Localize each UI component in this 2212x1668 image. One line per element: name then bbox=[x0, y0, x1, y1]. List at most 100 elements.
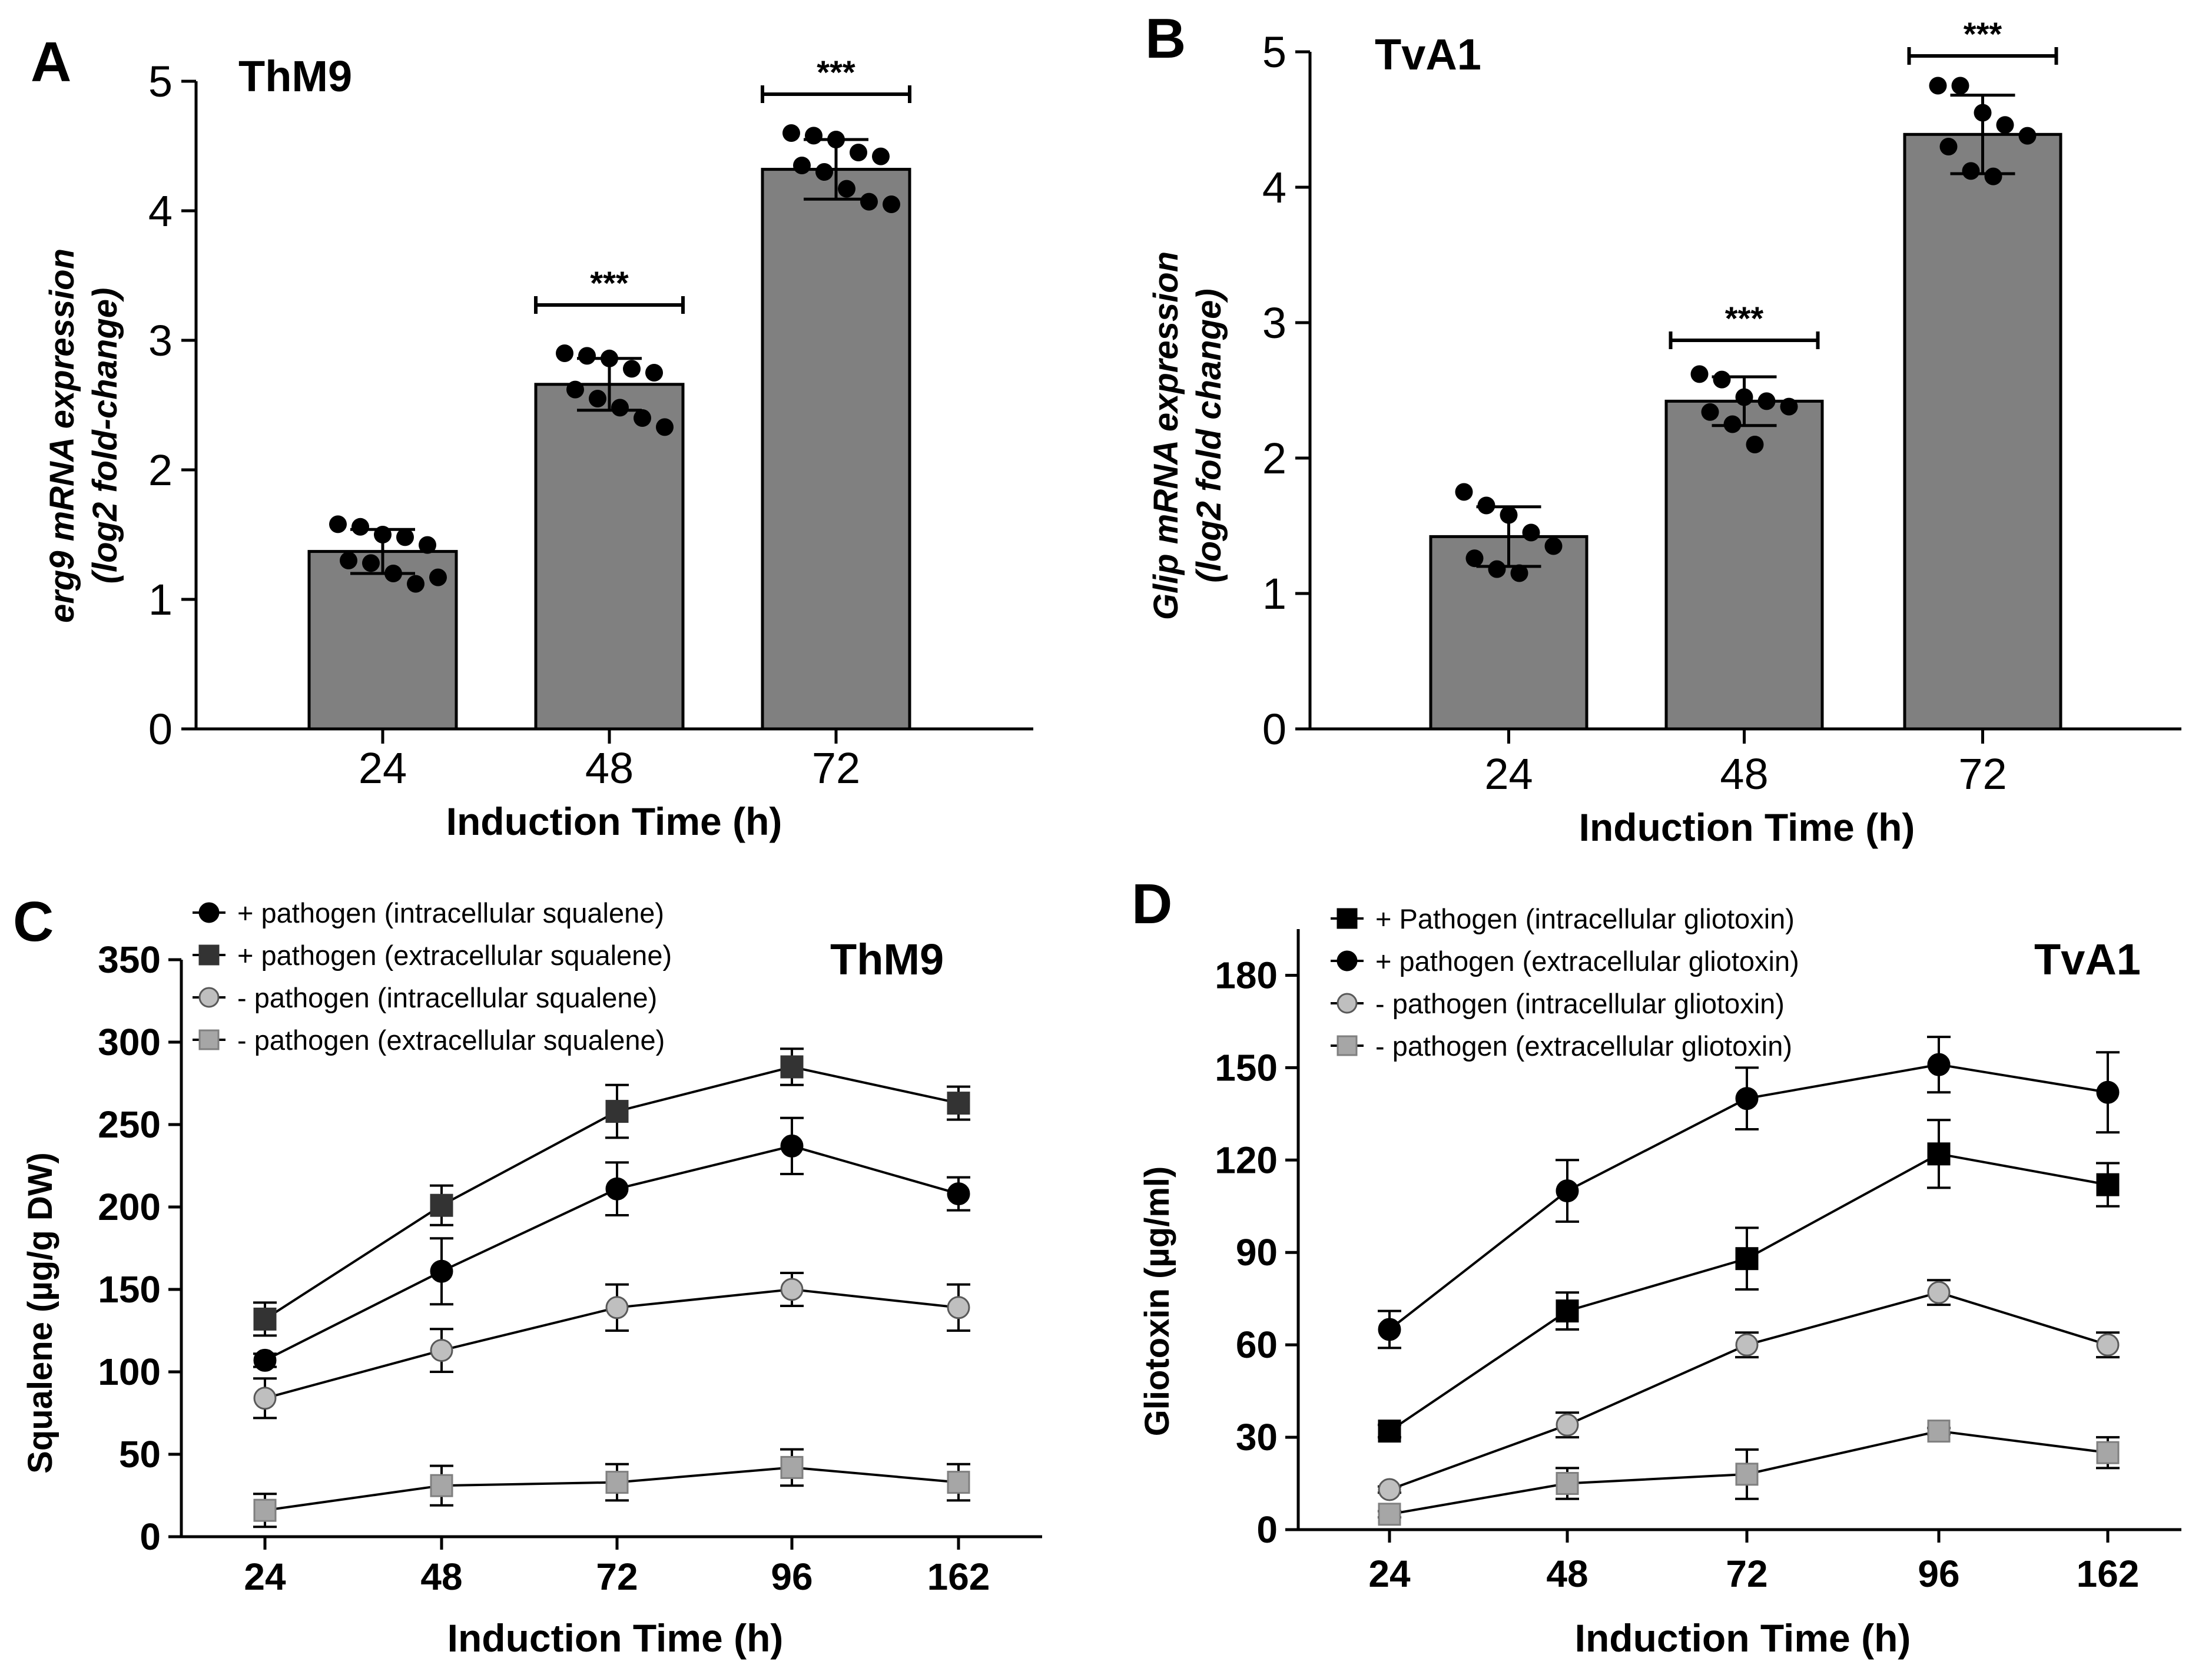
panel-c-y-tick-label: 250 bbox=[98, 1103, 161, 1146]
panel-b-data-point bbox=[1701, 403, 1719, 421]
panel-b-data-point bbox=[1488, 560, 1506, 578]
panel-d-series-line bbox=[1388, 1152, 2108, 1432]
panel-b: 0 1 2 3 4 5 24 48 72 *** *** TvA1 Induction Time … bbox=[1147, 15, 2181, 849]
panel-c-data-point bbox=[605, 1100, 629, 1123]
panel-d-data-point bbox=[1927, 1142, 1951, 1166]
panel-c-legend-label: - pathogen (intracellular squalene) bbox=[237, 982, 657, 1013]
panel-d-y-tick-label: 60 bbox=[1236, 1324, 1278, 1366]
panel-a-data-point bbox=[827, 131, 845, 148]
panel-c-data-point bbox=[253, 1348, 277, 1372]
panel-d-x-axis-label: Induction Time (h) bbox=[1575, 1616, 1911, 1660]
panel-a-axes: 0 1 2 3 4 5 24 48 72 bbox=[148, 57, 1033, 792]
panel-b-data-point bbox=[1723, 415, 1742, 433]
panel-b-bar bbox=[1664, 399, 1824, 731]
panel-c-data-point bbox=[605, 1296, 629, 1319]
panel-d-y-tick-label: 180 bbox=[1215, 954, 1278, 996]
panel-b-data-point bbox=[1974, 104, 1992, 122]
panel-d-x-tick-label: 162 bbox=[2077, 1553, 2140, 1595]
panel-c-x-tick-label: 24 bbox=[244, 1556, 286, 1598]
panel-c-y-tick-label: 150 bbox=[98, 1268, 161, 1311]
panel-b-data-point bbox=[1746, 436, 1764, 453]
panel-a-data-point bbox=[429, 568, 447, 586]
panel-a-y-tick-label: 5 bbox=[148, 57, 173, 106]
panel-a-data-point bbox=[611, 399, 629, 417]
panel-d-data-point bbox=[1378, 1318, 1401, 1341]
panel-d-legend-marker bbox=[1337, 950, 1358, 971]
panel-c-legend-marker bbox=[198, 944, 220, 966]
panel-c-legend-label: + pathogen (extracellular squalene) bbox=[237, 940, 672, 971]
panel-d-data-point bbox=[1556, 1179, 1579, 1203]
panel-d-axes: 0 30 60 90 120 150 180 24 48 72 96 162 bbox=[1215, 929, 2181, 1595]
panel-d-data-point bbox=[1378, 1478, 1401, 1501]
panel-d-y-tick-label: 0 bbox=[1256, 1508, 1278, 1551]
panel-a-data-point bbox=[805, 127, 823, 145]
panel-c-title: ThM9 bbox=[830, 935, 944, 984]
panel-d-data-point bbox=[1735, 1333, 1759, 1357]
panel-c-x-axis-label: Induction Time (h) bbox=[447, 1616, 784, 1660]
panel-b-y-tick-label: 5 bbox=[1262, 28, 1286, 77]
panel-d-data-point bbox=[1735, 1463, 1759, 1486]
panel-d-x-tick-label: 72 bbox=[1726, 1553, 1767, 1595]
panel-a-data-point bbox=[396, 528, 414, 546]
panel-d-data-point bbox=[1735, 1087, 1759, 1110]
panel-a-data-point bbox=[793, 157, 811, 174]
panel-a-data-point bbox=[566, 380, 584, 399]
panel-c-legend: + pathogen (intracellular squalene) + pat… bbox=[193, 897, 672, 1056]
panel-letter-d: D bbox=[1132, 873, 1172, 936]
panel-c-data-point bbox=[430, 1474, 453, 1497]
panel-b-data-point bbox=[1690, 365, 1709, 383]
panel-a-data-point bbox=[623, 360, 641, 378]
panel-d-data-point bbox=[1556, 1472, 1579, 1495]
panel-b-data-point bbox=[1465, 549, 1484, 568]
panel-d-data-point bbox=[1927, 1053, 1951, 1076]
panel-c-data-point bbox=[253, 1387, 277, 1410]
panel-c-axes: 0 50 100 150 200 250 300 350 24 48 72 96 162 bbox=[98, 939, 1042, 1598]
panel-d-y-tick-label: 150 bbox=[1215, 1046, 1278, 1089]
panel-c-y-axis-label: Squalene (µg/g DW) bbox=[21, 1152, 59, 1474]
panel-a-data-point bbox=[362, 554, 380, 572]
panel-b-sig-label: *** bbox=[1725, 300, 1764, 337]
panel-c-y-tick-label: 200 bbox=[98, 1186, 161, 1228]
panel-a-y-axis-label-line-2: (log2 fold-change) bbox=[86, 288, 124, 584]
panel-c: 0 50 100 150 200 250 300 350 24 48 72 96 162 + patho… bbox=[21, 897, 1042, 1660]
panel-c-data-point bbox=[780, 1134, 804, 1158]
panel-d-data-point bbox=[2096, 1080, 2120, 1104]
panel-d-legend: + Pathogen (intracellular gliotoxin) + pa… bbox=[1331, 903, 1799, 1062]
panel-a-title: ThM9 bbox=[238, 52, 352, 101]
panel-a-x-tick-label: 24 bbox=[359, 744, 407, 792]
panel-b-x-tick-label: 72 bbox=[1958, 750, 2007, 798]
panel-a: 0 1 2 3 4 5 24 48 72 *** *** ThM9 Induction Time … bbox=[43, 52, 1033, 843]
panel-a-data-point bbox=[645, 364, 663, 382]
panel-a-data-point bbox=[407, 575, 425, 593]
panel-b-data-point bbox=[1984, 167, 2002, 185]
panel-a-data-point bbox=[838, 180, 855, 198]
panel-d-legend-label: - pathogen (extracellular gliotoxin) bbox=[1375, 1030, 1792, 1062]
panel-d-data-point bbox=[2096, 1173, 2120, 1196]
panel-a-y-tick-label: 0 bbox=[148, 705, 173, 754]
panel-d-legend-marker bbox=[1337, 993, 1358, 1014]
panel-c-legend-label: - pathogen (extracellular squalene) bbox=[237, 1024, 665, 1056]
panel-c-data-point bbox=[947, 1092, 970, 1115]
panel-d-data-point bbox=[1735, 1247, 1759, 1271]
panel-b-y-axis-label-line-2: (log2 fold change) bbox=[1190, 288, 1228, 582]
panel-d-data-point bbox=[2096, 1441, 2120, 1464]
panel-c-x-tick-label: 162 bbox=[927, 1556, 990, 1598]
panel-b-data-point bbox=[1477, 496, 1495, 515]
panel-a-sig-label: *** bbox=[590, 264, 629, 301]
panel-b-data-point bbox=[1939, 138, 1958, 155]
panel-b-data-point bbox=[1735, 388, 1753, 406]
panel-b-data-point bbox=[1929, 77, 1947, 95]
panel-letter-b: B bbox=[1145, 7, 1186, 70]
panel-d-data-point bbox=[1927, 1420, 1951, 1443]
panel-c-data-point bbox=[780, 1455, 804, 1479]
panel-c-data-point bbox=[780, 1278, 804, 1301]
panel-a-data-point bbox=[601, 349, 618, 367]
panel-c-y-tick-label: 350 bbox=[98, 939, 161, 981]
panel-a-data-point bbox=[872, 147, 890, 165]
panel-b-y-axis-label-line-1: Glip mRNA expression bbox=[1147, 251, 1185, 620]
panel-a-y-axis-label-line-1: erg9 mRNA expression bbox=[43, 248, 81, 623]
panel-b-y-tick-label: 2 bbox=[1262, 434, 1286, 483]
panel-a-data-point bbox=[374, 526, 392, 543]
panel-c-legend-marker bbox=[198, 987, 220, 1008]
